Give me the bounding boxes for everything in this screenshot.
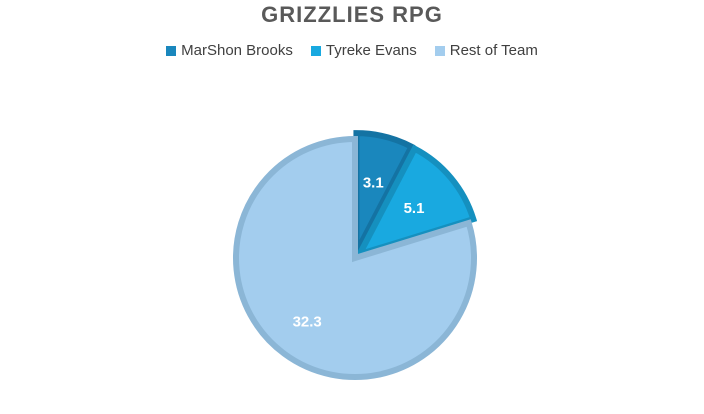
legend-item-marshon-brooks[interactable]: MarShon Brooks [166, 42, 293, 59]
pie-slice-rest-of-team[interactable] [233, 135, 477, 380]
data-label-tyreke-evans: 5.1 [404, 200, 425, 217]
legend-label-rest-of-team: Rest of Team [449, 42, 538, 59]
pie-slice-marshon-brooks[interactable] [353, 130, 416, 254]
chart-title: GRIZZLIES RPG [261, 2, 443, 27]
legend-swatch-rest-of-team [434, 45, 445, 56]
data-label-rest-of-team: 32.3 [293, 314, 322, 331]
legend-label-marshon-brooks: MarShon Brooks [181, 42, 293, 59]
legend-item-tyreke-evans[interactable]: Tyreke Evans [310, 42, 417, 59]
legend-swatch-tyreke-evans [310, 45, 321, 56]
legend-label-tyreke-evans: Tyreke Evans [325, 42, 417, 59]
data-label-marshon-brooks: 3.1 [363, 174, 384, 191]
legend: MarShon Brooks Tyreke Evans Rest of Team [0, 42, 704, 59]
legend-swatch-marshon-brooks [166, 45, 177, 56]
legend-item-rest-of-team[interactable]: Rest of Team [434, 42, 538, 59]
